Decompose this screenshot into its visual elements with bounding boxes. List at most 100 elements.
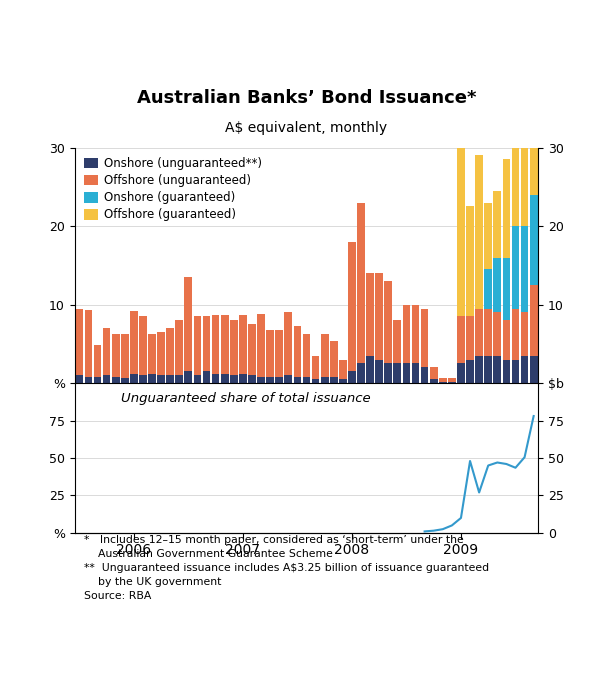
Bar — [257, 377, 265, 383]
Bar — [184, 277, 192, 371]
Bar — [530, 356, 538, 383]
Bar — [339, 359, 347, 379]
Bar — [512, 359, 519, 383]
Bar — [330, 377, 338, 383]
Bar — [493, 356, 501, 383]
Bar — [112, 377, 120, 383]
Bar — [385, 363, 392, 383]
Bar — [121, 334, 129, 377]
Bar — [285, 375, 292, 383]
Bar — [493, 191, 501, 258]
Bar — [166, 328, 174, 375]
Bar — [130, 374, 138, 383]
Bar — [175, 375, 183, 383]
Bar — [294, 326, 301, 377]
Bar — [84, 310, 92, 377]
Bar — [212, 315, 219, 374]
Bar — [248, 324, 256, 375]
Bar — [285, 313, 292, 375]
Bar — [466, 316, 474, 359]
Bar — [321, 334, 328, 377]
Bar — [393, 320, 401, 363]
Bar — [366, 273, 374, 356]
Bar — [376, 359, 383, 383]
Bar — [103, 328, 111, 375]
Text: *   Includes 12–15 month paper, considered as ‘short-term’ under the
    Austral: * Includes 12–15 month paper, considered… — [84, 534, 489, 600]
Bar — [376, 273, 383, 359]
Bar — [411, 363, 419, 383]
Bar — [239, 374, 247, 383]
Bar — [466, 206, 474, 316]
Bar — [457, 316, 465, 363]
Bar — [521, 356, 529, 383]
Bar — [475, 309, 483, 356]
Text: A$ equivalent, monthly: A$ equivalent, monthly — [225, 121, 388, 135]
Bar — [493, 258, 501, 313]
Bar — [366, 356, 374, 383]
Bar — [266, 377, 274, 383]
Bar — [512, 309, 519, 359]
Bar — [484, 269, 492, 309]
Bar — [439, 382, 447, 383]
Bar — [466, 359, 474, 383]
Bar — [139, 316, 147, 375]
Bar — [148, 374, 156, 383]
Bar — [530, 285, 538, 356]
Bar — [484, 356, 492, 383]
Bar — [130, 311, 138, 374]
Bar — [421, 309, 429, 368]
Bar — [157, 375, 165, 383]
Bar — [421, 368, 429, 383]
Bar — [230, 320, 237, 375]
Bar — [103, 375, 111, 383]
Bar — [94, 377, 101, 383]
Bar — [521, 226, 529, 313]
Bar — [402, 363, 410, 383]
Bar — [84, 377, 92, 383]
Bar — [493, 313, 501, 356]
Bar — [348, 371, 356, 383]
Bar — [294, 377, 301, 383]
Bar — [439, 377, 447, 382]
Bar — [530, 85, 538, 195]
Bar — [512, 226, 519, 309]
Bar — [339, 379, 347, 383]
Bar — [221, 374, 228, 383]
Bar — [212, 374, 219, 383]
Bar — [166, 375, 174, 383]
Bar — [484, 202, 492, 269]
Bar — [266, 329, 274, 377]
Bar — [184, 371, 192, 383]
Bar — [194, 316, 202, 375]
Bar — [502, 320, 510, 359]
Bar — [148, 334, 156, 374]
Bar — [203, 371, 210, 383]
Bar — [221, 315, 228, 374]
Bar — [385, 281, 392, 363]
Bar — [312, 379, 319, 383]
Bar — [194, 375, 202, 383]
Bar — [348, 242, 356, 371]
Bar — [203, 316, 210, 371]
Bar — [457, 140, 465, 316]
Bar — [121, 377, 129, 383]
Bar — [402, 304, 410, 363]
Bar — [502, 359, 510, 383]
Bar — [257, 314, 265, 377]
Bar — [303, 377, 310, 383]
Bar — [75, 375, 83, 383]
Bar — [448, 382, 456, 383]
Bar — [157, 332, 165, 375]
Bar — [502, 258, 510, 320]
Bar — [330, 341, 338, 377]
Text: Unguaranteed share of total issuance: Unguaranteed share of total issuance — [121, 392, 371, 405]
Bar — [430, 368, 438, 379]
Bar — [357, 202, 365, 363]
Bar — [411, 304, 419, 363]
Bar — [457, 363, 465, 383]
Bar — [448, 378, 456, 382]
Bar — [502, 159, 510, 258]
Bar — [230, 375, 237, 383]
Bar — [303, 334, 310, 377]
Bar — [430, 379, 438, 383]
